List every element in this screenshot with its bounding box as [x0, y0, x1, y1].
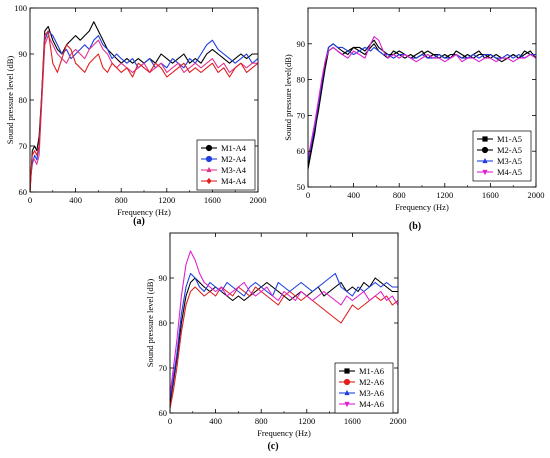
panel-label: (b) [409, 221, 421, 232]
y-tick-label: 70 [19, 141, 28, 151]
legend-marker [206, 177, 212, 185]
legend-marker [482, 157, 488, 164]
legend-marker [343, 378, 351, 386]
series-line-M4-A4 [30, 30, 258, 192]
series-line-M3-A4 [30, 35, 258, 188]
legend-label: M2-A6 [359, 377, 384, 387]
plot-area [30, 21, 258, 192]
x-tick-label: 1200 [436, 190, 453, 200]
y-tick-label: 70 [159, 363, 168, 373]
y-tick-label: 60 [19, 187, 28, 197]
series-line-M1-A6 [170, 277, 398, 405]
plot-area [308, 36, 536, 170]
y-tick-label: 80 [159, 318, 168, 328]
y-tick-label: 50 [297, 182, 306, 192]
x-tick-label: 0 [168, 416, 172, 426]
legend-label: M1-A4 [221, 143, 247, 153]
y-tick-label: 80 [19, 95, 28, 105]
x-tick-label: 2000 [528, 190, 545, 200]
series-line-M2-A6 [170, 286, 398, 409]
x-tick-label: 1200 [158, 195, 175, 205]
legend-marker [206, 166, 212, 173]
legend-label: M3-A5 [497, 156, 522, 166]
legend-label: M3-A6 [359, 388, 384, 398]
legend-label: M4-A5 [497, 167, 522, 177]
legend-label: M3-A4 [221, 165, 247, 175]
legend-label: M2-A4 [221, 154, 247, 164]
legend-marker [344, 389, 350, 396]
x-tick-label: 1600 [482, 190, 499, 200]
legend-marker [482, 169, 488, 176]
legend-label: M4-A4 [221, 176, 247, 186]
series-line-M4-A5 [308, 36, 536, 159]
series-line-M2-A4 [30, 30, 258, 183]
legend-label: M2-A5 [497, 145, 522, 155]
y-tick-label: 80 [297, 75, 306, 85]
legend-label: M4-A6 [359, 399, 384, 409]
y-tick-label: 100 [14, 3, 27, 13]
panel-label: (a) [133, 216, 145, 227]
y-tick-label: 70 [297, 110, 306, 120]
x-tick-label: 400 [347, 190, 360, 200]
legend-marker [344, 368, 350, 374]
y-axis-label: Sound pressure level(dB) [283, 54, 293, 141]
x-axis-label: Frequency (Hz) [257, 428, 311, 438]
legend-label: M1-A5 [497, 134, 522, 144]
x-axis-label: Frequency (Hz) [395, 202, 449, 212]
y-axis-label: Sound pressure level (dB) [5, 56, 15, 145]
y-tick-label: 90 [159, 273, 168, 283]
panel-label: (c) [267, 441, 278, 452]
x-tick-label: 1600 [344, 416, 361, 426]
series-line-M3-A6 [170, 272, 398, 400]
y-tick-label: 60 [159, 408, 168, 418]
legend-marker [205, 144, 213, 152]
x-tick-label: 400 [69, 195, 82, 205]
x-tick-label: 800 [255, 416, 268, 426]
x-tick-label: 0 [306, 190, 310, 200]
x-tick-label: 0 [28, 195, 32, 205]
x-tick-label: 400 [209, 416, 222, 426]
plot-area [170, 250, 398, 409]
legend-marker [482, 136, 488, 142]
series-line-M4-A6 [170, 250, 398, 396]
x-tick-label: 2000 [390, 416, 407, 426]
chart-panel-2: 0 400 800 1200 1600 2000 50 60 70 80 90 Frequency (… [283, 7, 545, 232]
y-tick-label: 90 [297, 39, 306, 49]
chart-panel-1: 0 400 800 1200 1600 2000 60 70 80 90 100 Frequency … [5, 3, 267, 227]
legend-marker [481, 146, 489, 154]
x-tick-label: 1600 [204, 195, 221, 205]
legend-marker [344, 401, 350, 408]
x-axis-label: Frequency (Hz) [117, 207, 171, 217]
x-tick-label: 1200 [298, 416, 315, 426]
x-tick-label: 800 [393, 190, 406, 200]
x-tick-label: 800 [115, 195, 128, 205]
legend-marker [205, 155, 213, 163]
legend-label: M1-A6 [359, 366, 384, 376]
x-tick-label: 2000 [250, 195, 267, 205]
chart-panel-3: 0 400 800 1200 1600 2000 60 70 80 90 Frequency (Hz… [145, 232, 407, 452]
y-tick-label: 90 [19, 49, 28, 59]
y-axis-label: Sound pressure level (dB) [145, 279, 155, 368]
y-tick-label: 60 [297, 146, 306, 156]
